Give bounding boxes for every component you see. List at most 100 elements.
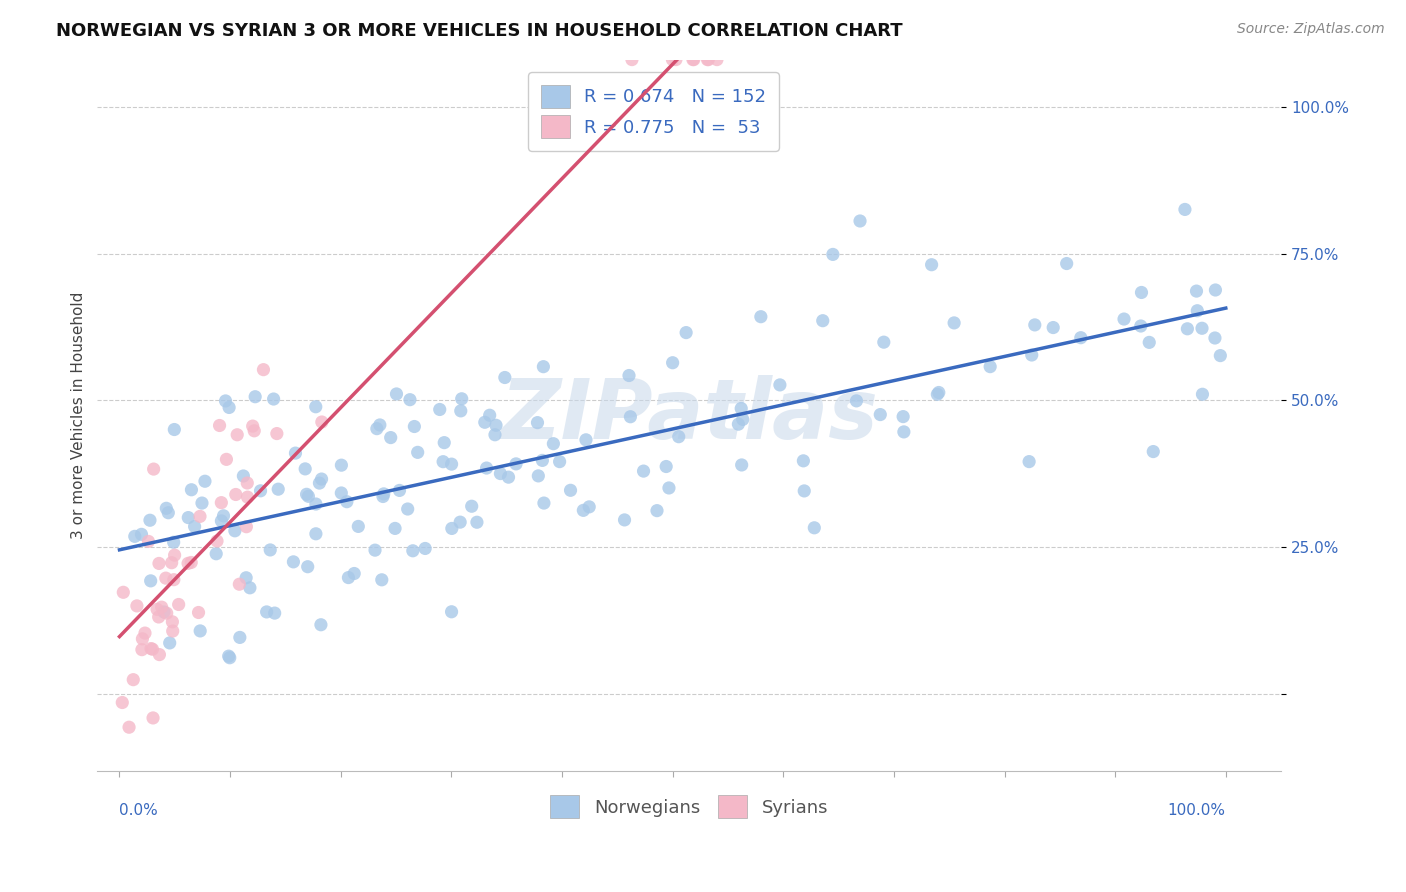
Point [364,543,387,558]
Text: 0.0%: 0.0% [120,803,159,818]
Point [160,556,183,570]
Point [305,526,328,541]
Point [112,585,135,599]
Point [187,606,209,620]
Point [225,487,247,501]
Point [283,555,305,569]
Point [188,509,211,524]
Point [655,459,678,474]
Point [243,390,266,404]
Point [337,571,360,585]
Point [893,425,915,439]
Point [928,385,950,400]
Point [465,515,488,529]
Point [229,631,252,645]
Point [617,368,640,383]
Point [125,599,148,613]
Y-axis label: 3 or more Vehicles in Household: 3 or more Vehicles in Household [72,292,86,539]
Point [218,650,240,665]
Point [658,481,681,495]
Point [177,557,200,571]
Point [474,415,496,429]
Point [252,362,274,376]
Point [1187,303,1209,318]
Point [134,626,156,640]
Point [661,356,683,370]
Point [1185,284,1208,298]
Point [531,453,554,467]
Point [330,458,353,472]
Point [155,501,177,516]
Point [142,462,165,476]
Point [526,416,548,430]
Point [218,401,240,415]
Point [661,53,683,67]
Point [384,521,406,535]
Point [1018,455,1040,469]
Point [139,513,162,527]
Point [311,472,333,486]
Point [215,452,238,467]
Text: ZIPatlas: ZIPatlas [501,375,879,456]
Point [1137,335,1160,350]
Point [209,514,232,528]
Point [131,527,153,541]
Text: 100.0%: 100.0% [1168,803,1226,818]
Point [821,247,844,261]
Point [150,600,173,615]
Point [235,519,257,533]
Point [793,483,815,498]
Point [295,487,318,501]
Point [849,214,872,228]
Point [236,475,259,490]
Point [239,581,262,595]
Point [297,559,319,574]
Point [214,393,236,408]
Point [336,494,359,508]
Point [792,454,814,468]
Point [118,720,141,734]
Point [927,387,949,401]
Point [205,547,228,561]
Point [226,427,249,442]
Point [163,535,186,549]
Point [682,53,704,67]
Point [155,571,177,585]
Point [163,548,186,562]
Point [675,326,697,340]
Point [706,53,728,67]
Point [440,457,463,471]
Point [308,476,330,491]
Point [266,426,288,441]
Point [665,53,688,67]
Point [399,392,422,407]
Point [531,359,554,374]
Point [180,483,202,497]
Point [228,577,250,591]
Point [297,489,319,503]
Point [371,490,394,504]
Point [1021,348,1043,362]
Point [1070,331,1092,345]
Point [1191,321,1213,335]
Point [613,513,636,527]
Point [243,424,266,438]
Point [572,503,595,517]
Point [162,624,184,638]
Point [380,431,402,445]
Point [620,53,643,67]
Point [148,648,170,662]
Point [148,557,170,571]
Point [122,673,145,687]
Point [406,445,429,459]
Point [489,467,512,481]
Point [131,632,153,646]
Point [633,464,655,478]
Point [162,615,184,629]
Point [731,458,754,472]
Point [180,556,202,570]
Point [208,418,231,433]
Point [979,359,1001,374]
Point [242,419,264,434]
Point [311,415,333,429]
